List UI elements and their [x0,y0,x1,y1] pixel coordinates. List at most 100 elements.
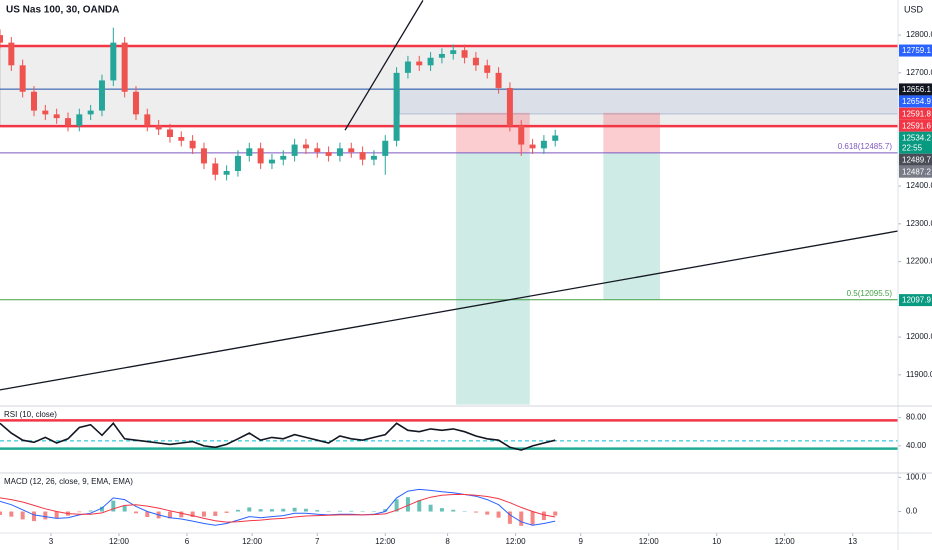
macd-histogram-bar [292,507,297,512]
indicator-title: MACD (12, 26, close, 9, EMA, EMA) [4,477,133,486]
candle-body [53,114,60,119]
candle-body [393,72,400,141]
candle-body [166,129,173,138]
candle-body [144,114,151,126]
macd-histogram-bar [485,511,490,515]
macd-histogram-bar [371,511,376,512]
price-label: 12654.9 [902,97,931,106]
macd-histogram-bar [303,508,308,512]
price-label-box [899,119,932,132]
price-label-box [899,153,932,166]
macd-histogram-bar [179,511,184,518]
macd-histogram-bar [99,506,104,512]
candle-body [87,110,94,115]
candle-body [234,155,241,171]
candle-body [359,152,366,160]
candle-body [325,152,332,156]
x-tick-label: 9 [578,537,583,546]
signal-line [0,494,556,523]
candle-body [336,148,343,156]
y-tick-label: 40.00 [906,441,927,450]
macd-histogram-bar [269,509,274,512]
macd-histogram-bar [507,511,512,524]
currency-label: USD [904,4,924,14]
macd-histogram-bar [190,511,195,517]
macd-histogram-bar [43,511,48,520]
macd-histogram-bar [77,511,82,513]
price-label: 12591.8 [902,109,931,118]
y-tick-label: 12800.0 [906,30,932,39]
zone [398,88,899,115]
macd-histogram-bar [0,511,2,515]
macd-histogram-bar [167,511,172,519]
y-tick-label: 12200.0 [906,257,932,266]
x-tick-label: 12:00 [242,537,263,546]
macd-histogram-bar [553,511,558,516]
y-tick-label: 80.00 [906,413,927,422]
candle-body [189,140,196,149]
price-label: 12097.9 [902,296,931,305]
macd-histogram-bar [281,508,286,512]
price-label: 12759.1 [902,46,931,55]
macd-histogram-bar [451,509,456,512]
trendline [0,230,899,391]
price-label-box [899,83,932,96]
candle-body [495,72,502,88]
x-tick-label: 10 [712,537,721,546]
candle-body [370,155,377,160]
macd-histogram-bar [349,510,354,512]
price-label: 12489.7 [902,155,931,164]
macd-histogram-bar [31,511,36,522]
candle-body [178,137,185,141]
macd-histogram-bar [496,511,501,518]
macd-histogram-bar [54,511,59,519]
macd-histogram-bar [439,508,444,512]
price-label-box [899,131,932,154]
x-tick-label: 3 [49,537,54,546]
candle-body [427,57,434,66]
x-tick-label: 13 [848,537,857,546]
macd-histogram-bar [394,499,399,512]
candle-body [302,144,309,149]
candle-body [64,118,71,126]
candle-body [472,57,479,66]
candle-body [416,61,423,66]
x-tick-label: 6 [185,537,190,546]
chart-title: US Nas 100, 30, OANDA [6,5,119,16]
macd-histogram-bar [145,511,150,517]
candle-body [529,144,536,149]
position-stop [603,112,661,153]
x-tick-label: 12:00 [109,537,130,546]
candle-body [155,125,162,130]
candle-body [42,110,49,115]
trendline [344,0,424,131]
macd-histogram-bar [326,511,331,512]
macd-histogram-bar [428,504,433,512]
x-tick-label: 7 [315,537,320,546]
candle-body [110,42,117,81]
price-label-box [899,107,932,120]
macd-histogram-bar [213,511,218,516]
price-label-box [899,294,932,307]
macd-histogram-bar [383,509,388,512]
level-label: 0.618(12485.7) [838,142,893,151]
macd-histogram-bar [417,500,422,512]
macd-histogram-bar [9,511,14,517]
macd-histogram-bar [133,511,138,514]
macd-histogram-bar [20,511,25,520]
macd-histogram-bar [462,511,467,513]
macd-histogram-bar [337,510,342,512]
macd-histogram-bar [473,511,478,513]
macd-histogram-bar [315,510,320,512]
candle-body [518,125,525,145]
candle-body [506,87,513,126]
candle-body [200,148,207,164]
candle-body [450,50,457,54]
position-target [456,152,530,405]
price-label: 12591.6 [902,121,931,130]
price-label-time: 22:55 [902,143,923,152]
candle-body [438,53,445,58]
candle-body [348,148,355,153]
macd-histogram-bar [519,511,524,526]
y-tick-label: 100.0 [906,473,927,482]
